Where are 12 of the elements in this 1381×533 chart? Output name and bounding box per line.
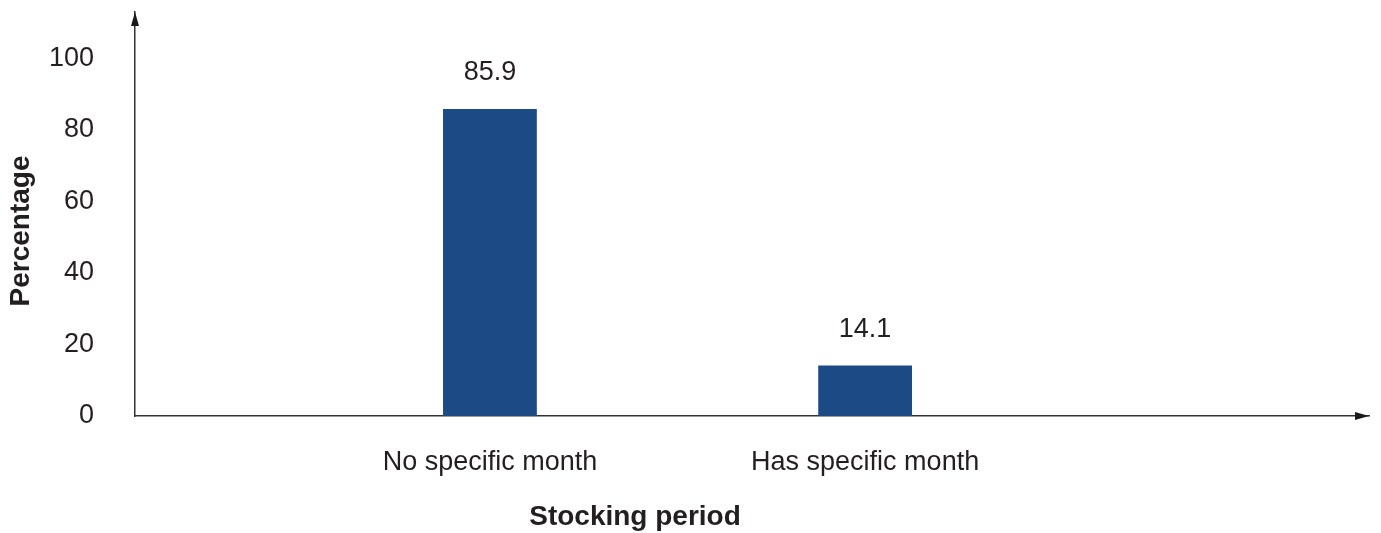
data-label: 14.1 bbox=[838, 313, 892, 344]
y-axis-title: Percentage bbox=[3, 155, 35, 307]
x-tick-label: No specific month bbox=[382, 445, 598, 476]
y-tick-label: 80 bbox=[63, 113, 94, 144]
y-tick-label: 60 bbox=[63, 184, 94, 215]
y-tick-label: 20 bbox=[63, 327, 94, 358]
x-axis-title: Stocking period bbox=[529, 499, 741, 531]
y-tick-label: 100 bbox=[48, 41, 94, 72]
y-tick-label: 0 bbox=[78, 399, 94, 430]
data-label: 85.9 bbox=[463, 56, 517, 87]
x-tick-label: Has specific month bbox=[751, 445, 980, 476]
y-tick-label: 40 bbox=[63, 256, 94, 287]
